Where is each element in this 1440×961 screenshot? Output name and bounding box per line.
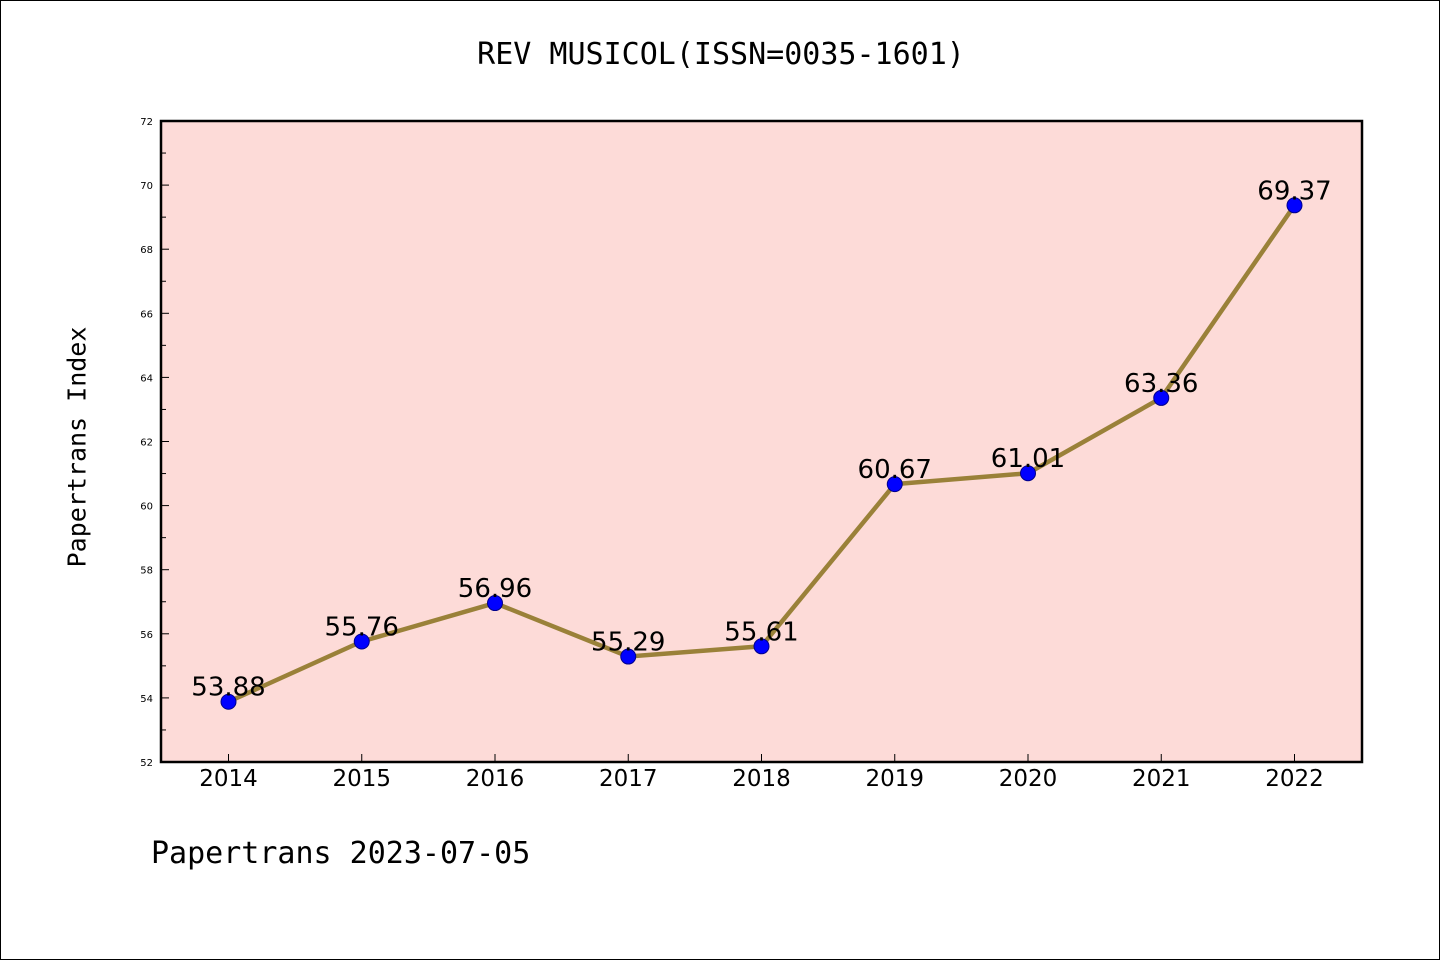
x-tick-label: 2018: [732, 766, 791, 792]
data-label: 55.61: [724, 617, 798, 647]
data-point: [1020, 465, 1036, 482]
data-point: [353, 633, 370, 650]
data-point: [1153, 389, 1170, 406]
chart-title: REV MUSICOL(ISSN=0035-1601): [477, 37, 965, 72]
y-tick-label: 56: [140, 630, 153, 641]
y-tick-label: 72: [140, 117, 153, 128]
y-tick-label: 60: [140, 502, 153, 513]
plot-border: [159, 119, 1364, 764]
data-point: [620, 648, 637, 665]
y-tick-label: 54: [140, 694, 153, 705]
x-tick-label: 2019: [865, 766, 924, 792]
x-tick-label: 2015: [332, 766, 391, 792]
data-point: [886, 476, 903, 493]
x-tick-label: 2017: [599, 766, 658, 792]
y-tick-label: 70: [140, 181, 153, 192]
y-tick-label: 68: [140, 245, 153, 256]
x-tick-label: 2021: [1132, 766, 1191, 792]
data-label: 55.29: [591, 628, 665, 658]
y-tick-label: 52: [140, 758, 153, 769]
plot-background: [161, 121, 1362, 762]
y-tick-label: 66: [140, 309, 153, 320]
x-tick-label: 2014: [199, 766, 258, 792]
data-point: [753, 638, 770, 655]
x-tick-label: 2020: [999, 766, 1058, 792]
data-point: [1286, 197, 1303, 214]
data-point: [220, 693, 237, 710]
data-label: 56.96: [458, 574, 532, 604]
data-label: 55.76: [325, 612, 399, 642]
footer-note: Papertrans 2023-07-05: [151, 836, 531, 871]
data-label: 60.67: [858, 455, 932, 485]
y-tick-label: 58: [140, 566, 153, 577]
x-tick-label: 2022: [1265, 766, 1324, 792]
data-label: 69.37: [1257, 176, 1331, 206]
y-tick-label: 62: [140, 438, 153, 449]
data-point: [487, 595, 503, 612]
y-tick-label: 64: [140, 373, 153, 384]
data-label: 53.88: [191, 673, 265, 703]
data-label: 61.01: [991, 444, 1065, 474]
data-label: 63.36: [1124, 369, 1198, 399]
x-tick-label: 2016: [466, 766, 525, 792]
